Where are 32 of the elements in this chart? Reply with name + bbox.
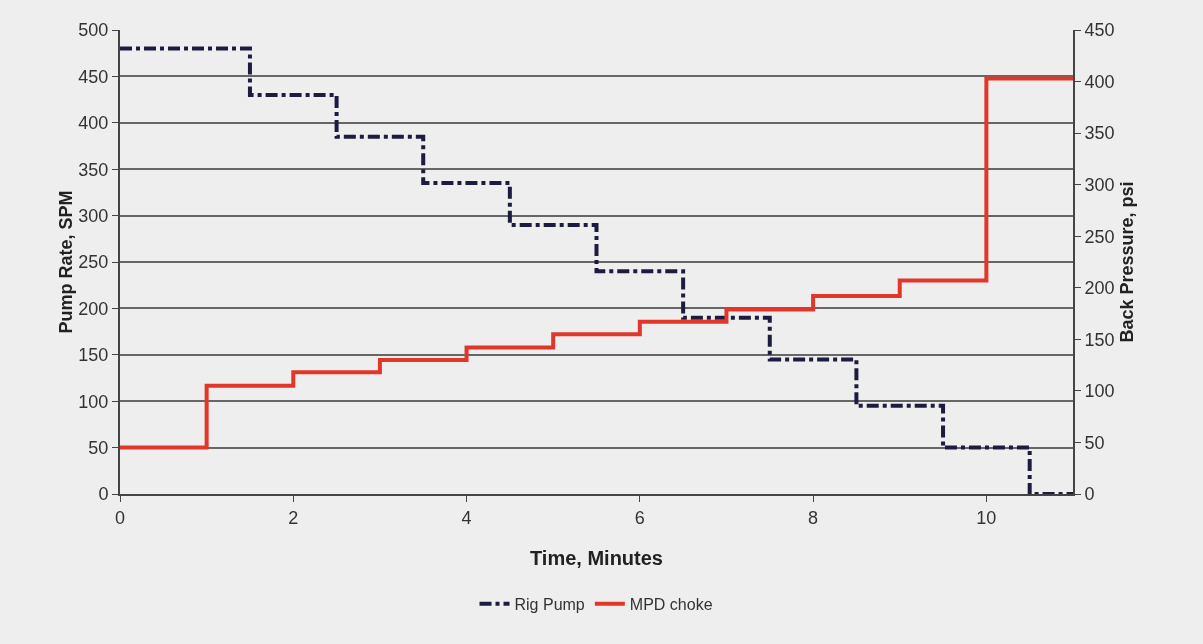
y2-tick-label: 0 xyxy=(1084,484,1095,505)
legend-label: MPD choke xyxy=(629,595,713,613)
y-tick-label: 0 xyxy=(98,484,109,505)
y2-tick-label: 100 xyxy=(1084,381,1115,402)
x-tick-label: 8 xyxy=(808,507,819,528)
x-tick-label: 10 xyxy=(976,507,997,528)
x-tick-label: 2 xyxy=(288,507,299,528)
y2-tick-label: 350 xyxy=(1084,123,1115,144)
y-tick-label: 400 xyxy=(78,113,109,134)
y-tick-label: 500 xyxy=(78,20,109,41)
y-tick-label: 250 xyxy=(78,252,109,273)
y-tick-label: 350 xyxy=(78,159,109,180)
y2-tick-label: 200 xyxy=(1084,278,1115,299)
y2-tick-label: 150 xyxy=(1084,329,1115,350)
y2-axis-title: Back Pressure, psi xyxy=(1116,181,1137,343)
y2-tick-label: 250 xyxy=(1084,226,1115,247)
y-tick-label: 300 xyxy=(78,205,109,226)
y2-tick-label: 300 xyxy=(1084,174,1115,195)
y2-tick-label: 400 xyxy=(1084,71,1115,92)
x-tick-label: 6 xyxy=(634,507,645,528)
x-axis-title: Time, Minutes xyxy=(530,547,663,569)
x-tick-label: 0 xyxy=(114,507,126,528)
y-tick-label: 100 xyxy=(78,391,109,412)
y-tick-label: 150 xyxy=(78,345,109,366)
x-tick-label: 4 xyxy=(461,507,472,528)
y2-tick-label: 50 xyxy=(1084,432,1105,453)
y-axis-title: Pump Rate, SPM xyxy=(56,190,77,334)
y2-tick-label: 450 xyxy=(1084,20,1115,41)
y-tick-label: 450 xyxy=(78,66,109,87)
y-tick-label: 50 xyxy=(88,437,109,458)
y-tick-label: 200 xyxy=(78,298,109,319)
legend-label: Rig Pump xyxy=(514,595,585,613)
